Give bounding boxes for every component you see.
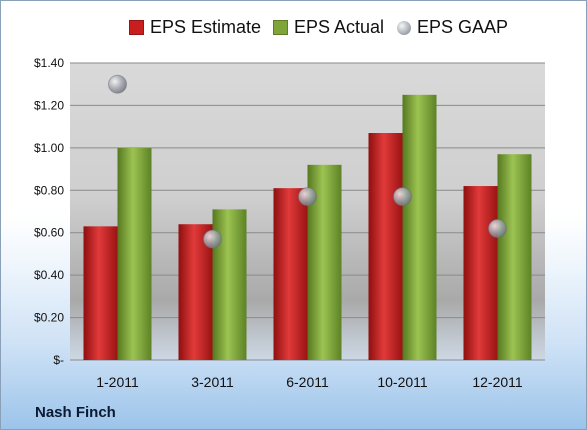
legend: EPS Estimate EPS Actual EPS GAAP <box>1 17 586 43</box>
bar-eps-estimate <box>463 186 498 360</box>
marker-eps-gaap <box>203 229 222 249</box>
bar-eps-estimate <box>273 188 308 360</box>
marker-eps-gaap <box>298 187 317 207</box>
marker-eps-gaap <box>108 74 127 94</box>
marker-eps-gaap <box>488 218 507 238</box>
y-tick-label: $0.80 <box>34 183 64 197</box>
y-tick-label: $1.20 <box>34 98 64 112</box>
legend-item-eps-actual: EPS Actual <box>273 17 384 38</box>
bar-eps-estimate <box>83 226 118 360</box>
marker-eps-gaap <box>393 187 412 207</box>
legend-marker-eps-gaap <box>397 20 411 35</box>
x-category-label: 12-2011 <box>472 374 523 390</box>
x-category-label: 3-2011 <box>191 374 234 390</box>
bar-eps-estimate <box>178 224 213 360</box>
legend-label-eps-actual: EPS Actual <box>294 17 385 37</box>
y-tick-label: $0.60 <box>34 226 64 240</box>
legend-swatch-eps-estimate <box>129 20 144 35</box>
y-tick-label: $0.40 <box>34 268 64 282</box>
bar-eps-estimate <box>368 133 403 360</box>
legend-label-eps-gaap: EPS GAAP <box>417 17 509 37</box>
x-category-label: 10-2011 <box>377 374 428 390</box>
legend-item-eps-estimate: EPS Estimate <box>129 17 261 38</box>
y-tick-label: $1.00 <box>34 141 64 155</box>
legend-label-eps-estimate: EPS Estimate <box>150 17 262 37</box>
bar-eps-actual <box>402 94 437 361</box>
x-category-label: 6-2011 <box>286 374 329 390</box>
legend-item-eps-gaap: EPS GAAP <box>397 17 508 38</box>
bar-eps-actual <box>497 154 532 360</box>
x-category-label: 1-2011 <box>96 374 139 390</box>
y-tick-label: $0.20 <box>34 311 64 325</box>
y-tick-label: $- <box>53 353 64 367</box>
legend-swatch-eps-actual <box>273 20 288 35</box>
y-tick-label: $1.40 <box>34 56 64 70</box>
company-name: Nash Finch <box>35 404 116 421</box>
bar-eps-actual <box>117 147 152 360</box>
